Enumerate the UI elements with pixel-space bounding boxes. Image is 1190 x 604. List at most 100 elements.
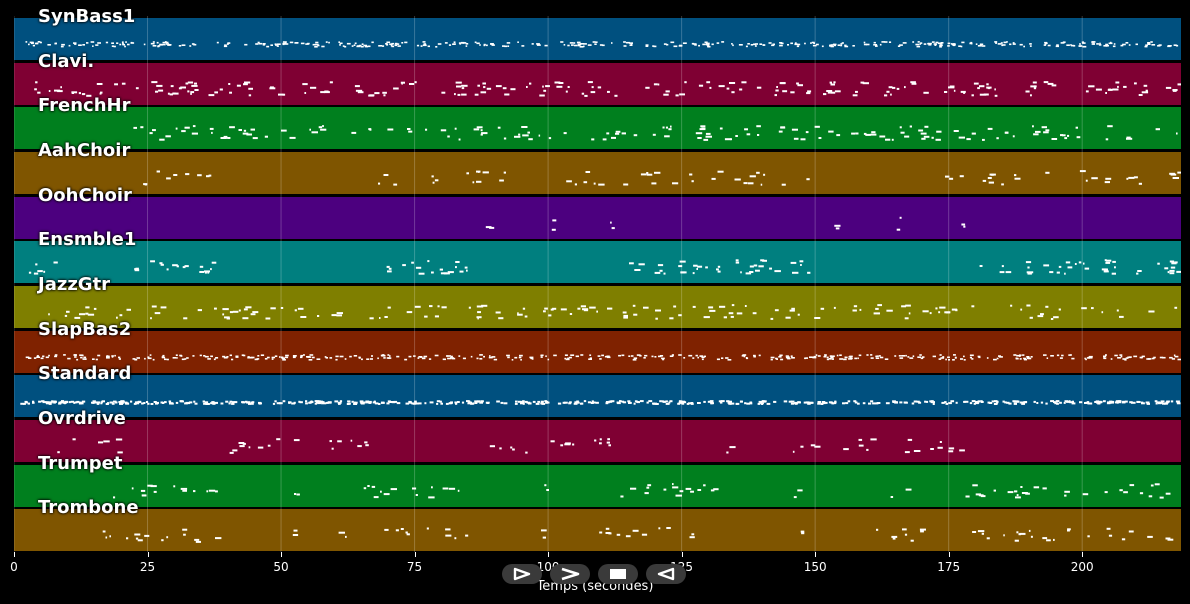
note <box>855 132 859 135</box>
note <box>821 401 826 403</box>
note <box>126 308 131 311</box>
note <box>1045 171 1050 174</box>
note <box>482 171 489 174</box>
note <box>467 402 471 405</box>
note <box>162 41 167 44</box>
note <box>1043 264 1050 267</box>
note <box>169 402 173 405</box>
note <box>151 81 158 84</box>
note <box>1088 355 1093 358</box>
note <box>739 400 743 403</box>
note <box>1019 354 1022 356</box>
note <box>1012 42 1015 44</box>
note <box>173 174 178 176</box>
note <box>596 310 598 313</box>
note <box>170 85 174 88</box>
note <box>672 182 679 185</box>
note <box>1062 134 1066 137</box>
note <box>448 487 456 490</box>
note <box>918 401 922 404</box>
note <box>823 93 827 96</box>
note <box>85 312 89 315</box>
note <box>386 402 390 405</box>
note <box>298 400 301 403</box>
note <box>580 354 584 356</box>
note <box>22 402 26 405</box>
note <box>930 448 934 450</box>
note <box>498 317 504 320</box>
note <box>450 401 453 404</box>
note <box>248 87 253 90</box>
note <box>145 401 149 403</box>
note <box>220 402 224 405</box>
note <box>550 440 555 443</box>
note <box>284 356 289 359</box>
note <box>574 44 578 47</box>
note <box>211 131 213 134</box>
note <box>1046 357 1049 359</box>
note <box>321 45 325 48</box>
note <box>766 402 771 405</box>
note <box>203 402 207 405</box>
note <box>774 309 779 312</box>
stop-button[interactable] <box>598 564 638 584</box>
note <box>866 354 869 356</box>
note <box>763 400 766 403</box>
note <box>653 45 657 48</box>
note <box>832 43 837 46</box>
note <box>401 82 403 85</box>
note <box>644 354 648 357</box>
note <box>169 93 173 96</box>
note <box>591 400 594 403</box>
note <box>672 486 679 489</box>
note <box>664 135 670 138</box>
note <box>904 135 910 138</box>
note <box>1084 267 1090 270</box>
note <box>564 357 567 360</box>
note <box>718 400 723 403</box>
fast-forward-button[interactable] <box>550 564 590 584</box>
note <box>434 179 439 182</box>
note <box>744 305 747 307</box>
note <box>346 42 351 45</box>
note <box>244 43 248 46</box>
note <box>961 41 965 44</box>
note <box>657 264 664 267</box>
note <box>631 355 634 357</box>
note <box>665 90 670 93</box>
note <box>1023 358 1028 361</box>
rewind-button[interactable] <box>646 564 686 584</box>
note <box>477 84 480 87</box>
note <box>971 94 974 97</box>
note <box>412 402 417 405</box>
note <box>396 402 401 405</box>
note <box>945 402 949 405</box>
note <box>361 43 364 45</box>
note <box>583 400 587 403</box>
note <box>971 358 974 360</box>
note <box>193 490 196 493</box>
note <box>1032 125 1034 128</box>
play-button[interactable] <box>502 564 542 584</box>
note <box>33 357 37 359</box>
note <box>119 402 123 405</box>
note <box>154 312 161 315</box>
note <box>711 177 716 180</box>
note <box>153 490 157 493</box>
note <box>1079 170 1086 173</box>
note <box>229 126 235 129</box>
track-notes <box>57 438 965 454</box>
note <box>648 400 653 403</box>
note <box>85 306 90 309</box>
note <box>189 45 192 47</box>
note <box>745 272 752 275</box>
note <box>828 401 833 404</box>
note <box>987 177 992 179</box>
note <box>658 355 662 358</box>
note <box>940 357 945 359</box>
note <box>97 42 101 44</box>
note <box>548 314 552 317</box>
note <box>721 41 725 43</box>
note <box>1111 401 1114 404</box>
note <box>972 531 977 533</box>
